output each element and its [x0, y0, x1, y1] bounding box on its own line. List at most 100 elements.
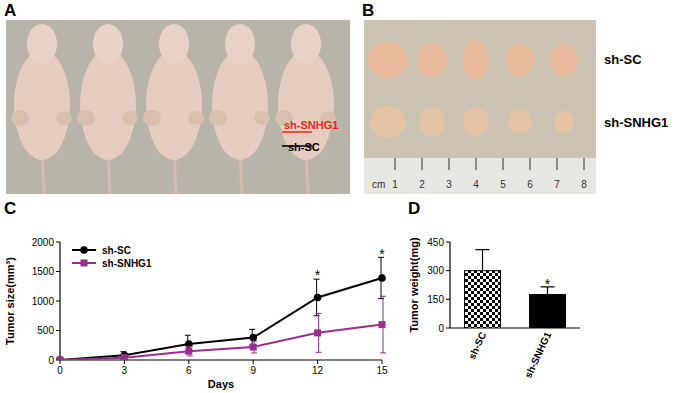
- y-tick: [56, 242, 60, 243]
- ruler-label: 5: [500, 179, 506, 190]
- series-line: [60, 278, 382, 360]
- tumor: [209, 110, 227, 126]
- x-tick: [317, 360, 318, 364]
- photo-background: [6, 20, 350, 194]
- photo-background: [364, 20, 596, 194]
- x-tick-label: sh-SC: [466, 330, 488, 361]
- marker: [249, 334, 257, 342]
- ruler: [364, 158, 596, 194]
- x-tick-label: sh-SNHG1: [522, 330, 553, 380]
- error-bar: [476, 250, 490, 271]
- x-tick-label: 0: [57, 365, 63, 376]
- ruler-label: 2: [419, 179, 425, 190]
- tumor: [77, 110, 95, 126]
- ruler-tick: [422, 158, 423, 170]
- mouse-body: [80, 50, 136, 160]
- x-tick-label: 6: [186, 365, 192, 376]
- ruler-label: 8: [581, 179, 587, 190]
- mouse-body: [212, 50, 268, 160]
- y-tick-label: 0: [48, 355, 54, 366]
- mouse-head: [225, 24, 255, 64]
- tumor: [143, 110, 161, 126]
- panel-label: B: [362, 1, 374, 20]
- y-tick-label: 450: [427, 237, 444, 248]
- y-tick: [56, 330, 60, 331]
- legend-label: sh-SNHG1: [102, 258, 152, 269]
- arrow: [282, 131, 312, 133]
- y-tick-label: 0: [438, 323, 444, 334]
- x-tick: [188, 360, 189, 364]
- x-axis-label: Days: [208, 378, 234, 390]
- ruler-label: 7: [554, 179, 560, 190]
- y-tick-label: 150: [427, 294, 444, 305]
- mouse-head: [27, 24, 57, 64]
- x-tick-label: 15: [376, 365, 388, 376]
- tumor: [188, 111, 204, 125]
- mouse-head: [291, 24, 321, 64]
- marker: [121, 354, 128, 360]
- x-tick: [382, 360, 383, 364]
- ruler-tick: [530, 158, 531, 170]
- annotation: *: [315, 267, 321, 283]
- y-tick: [446, 270, 450, 271]
- ruler-tick: [476, 158, 477, 170]
- plot-area: [56, 257, 386, 360]
- y-axis: [449, 242, 450, 328]
- ruler-label: 1: [392, 179, 398, 190]
- mouse-head: [93, 24, 123, 64]
- plot-area: [465, 250, 566, 328]
- tumor: [11, 110, 29, 126]
- bar: [530, 295, 566, 328]
- tumor: [463, 40, 489, 80]
- photo-label: sh-SNHG1: [604, 115, 668, 130]
- marker: [250, 344, 257, 351]
- ruler-label: 4: [473, 179, 479, 190]
- series-line: [60, 325, 382, 360]
- y-axis-label: Tumor size(mm³): [4, 257, 16, 345]
- ruler-label: 6: [527, 179, 533, 190]
- y-axis-label: Tumor weight(mg): [408, 237, 420, 332]
- tumor: [368, 42, 408, 78]
- tumor: [417, 43, 447, 77]
- marker: [56, 356, 64, 360]
- photo-tumors: [364, 20, 596, 194]
- marker: [378, 274, 386, 282]
- tumor: [254, 111, 270, 125]
- photo-label: sh-SNHG1: [284, 119, 338, 131]
- marker: [314, 294, 322, 302]
- annotation: *: [545, 276, 551, 292]
- panel-label: C: [4, 199, 16, 218]
- photo-label: sh-SC: [288, 141, 320, 153]
- panel-label: A: [4, 1, 16, 20]
- tumor: [554, 111, 574, 133]
- legend-marker: [80, 246, 88, 254]
- x-tick: [124, 360, 125, 364]
- panel-label: D: [408, 199, 420, 218]
- x-axis: [60, 359, 382, 360]
- figure: ABCDsh-SNHG1sh-SCcm12345678sh-SCsh-SNHG1…: [0, 0, 685, 393]
- marker: [57, 357, 64, 361]
- ruler-tick: [395, 158, 396, 170]
- y-tick: [56, 271, 60, 272]
- legend-marker: [81, 260, 88, 267]
- y-tick: [56, 301, 60, 302]
- y-tick: [446, 328, 450, 329]
- tumor: [508, 110, 532, 134]
- mouse-body: [14, 50, 70, 160]
- y-tick: [446, 242, 450, 243]
- tumor: [505, 44, 535, 76]
- tumor: [550, 44, 578, 76]
- photo-mice: [6, 20, 350, 194]
- bar: [465, 271, 501, 328]
- y-tick-label: 500: [37, 325, 54, 336]
- mouse-head: [159, 24, 189, 64]
- ruler-tick: [557, 158, 558, 170]
- y-tick-label: 300: [427, 265, 444, 276]
- tumor: [463, 108, 489, 136]
- x-tick: [253, 360, 254, 364]
- chart-c: 050010001500200003691215DaysTumor size(m…: [4, 237, 388, 391]
- photo-label: sh-SC: [604, 52, 642, 67]
- tumor: [56, 111, 72, 125]
- y-tick-label: 2000: [32, 237, 55, 248]
- annotation: *: [379, 246, 385, 262]
